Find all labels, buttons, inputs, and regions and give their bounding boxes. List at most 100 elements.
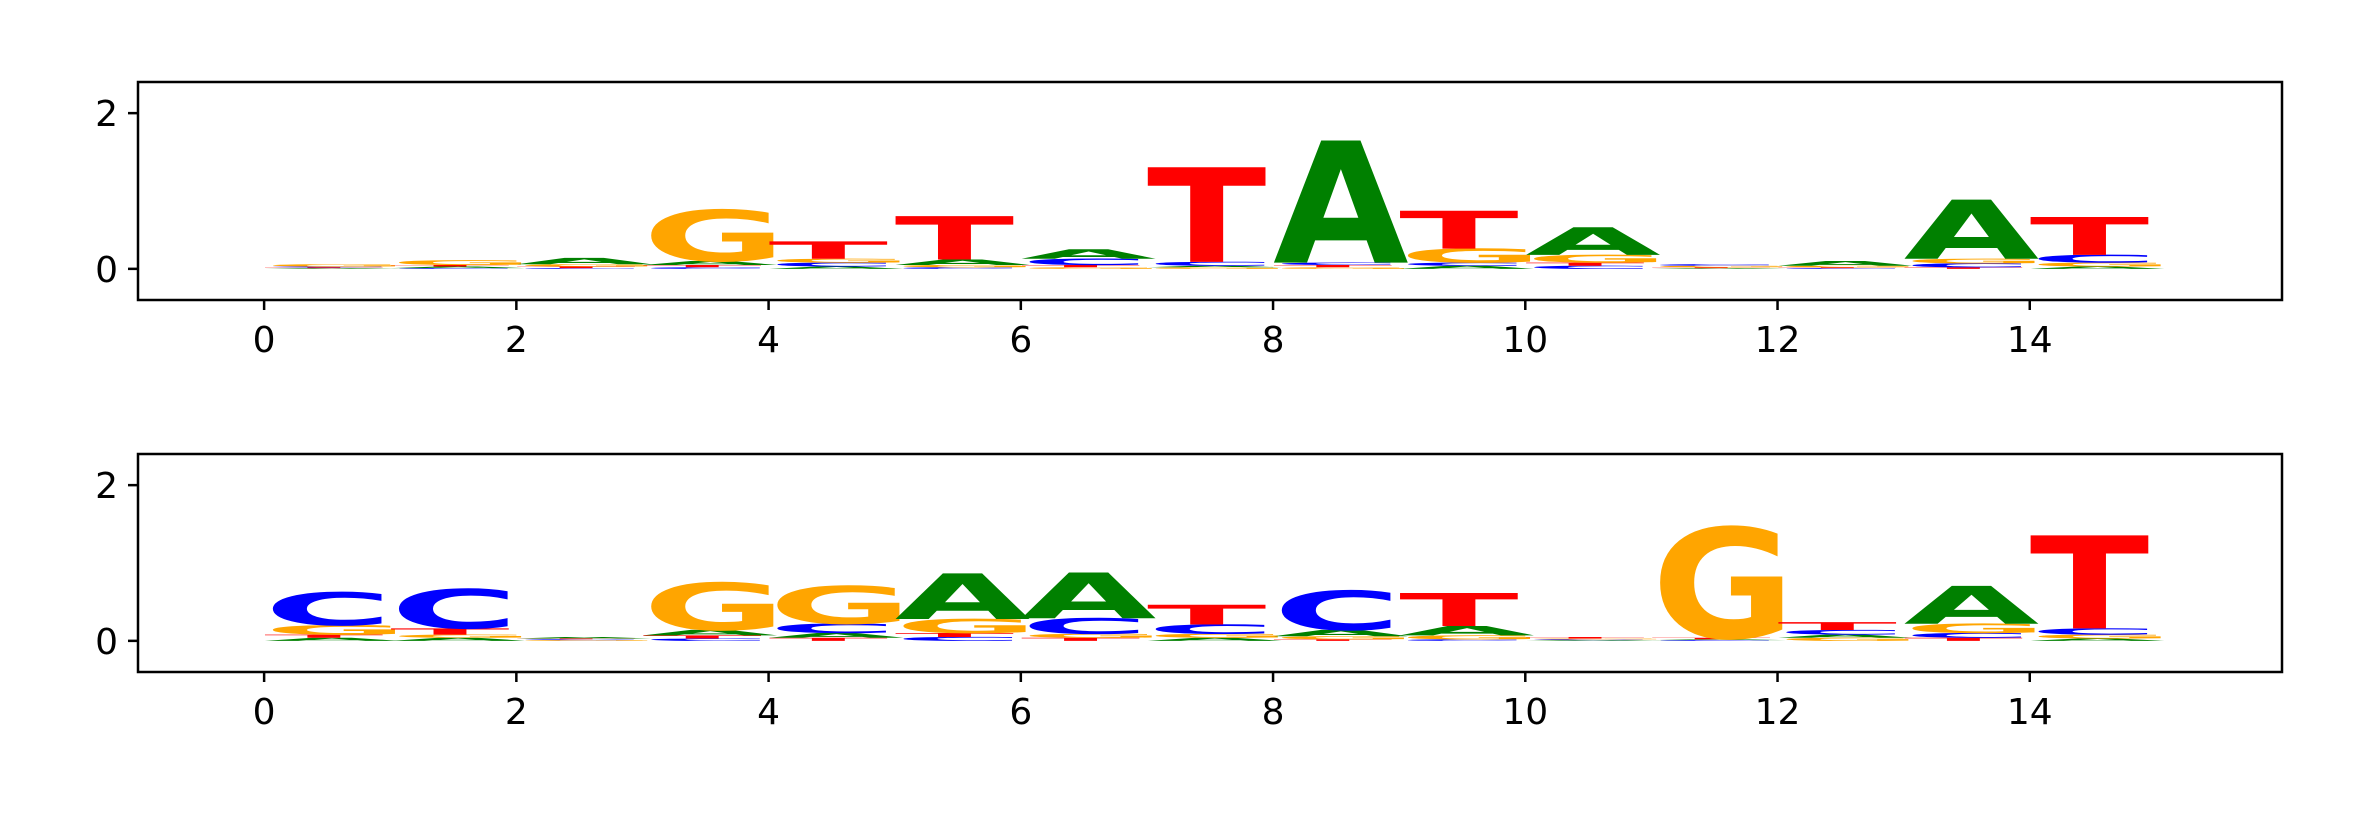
- logo-letter-a: A: [1651, 639, 1787, 640]
- x-tick-label: 4: [757, 320, 780, 361]
- logo-letter-a: A: [895, 258, 1031, 267]
- logo-letter-a: A: [1021, 247, 1157, 262]
- logo-letter-g: G: [642, 570, 786, 646]
- logo-letter-t: T: [1525, 637, 1644, 640]
- logo-letter-a: A: [642, 260, 778, 266]
- logo-letter-a: A: [769, 266, 905, 270]
- logo-letter-t: T: [516, 638, 635, 639]
- logo-letter-c: C: [1021, 614, 1150, 639]
- logo-letter-c: C: [2030, 627, 2159, 637]
- logo-letter-c: C: [390, 578, 519, 641]
- x-tick-label: 14: [2007, 320, 2053, 361]
- logo-letter-g: G: [516, 640, 660, 641]
- logo-letter-t: T: [516, 266, 635, 269]
- logo-letter-t: T: [1399, 584, 1518, 637]
- logo-letter-g: G: [1778, 265, 1922, 268]
- logo-letter-c: C: [1021, 257, 1150, 267]
- logo-letter-g: G: [1525, 253, 1669, 266]
- x-tick-label: 0: [253, 692, 276, 733]
- logo-letter-a: A: [769, 632, 905, 640]
- logo-letter-t: T: [642, 635, 761, 640]
- logo-letter-c: C: [642, 638, 771, 642]
- logo-letter-t: T: [390, 265, 509, 268]
- logo-letter-c: C: [264, 583, 393, 636]
- logo-letter-a: A: [2030, 266, 2166, 270]
- logo-letter-a: A: [1525, 640, 1661, 641]
- logo-letter-t: T: [1399, 201, 1518, 261]
- x-tick-label: 0: [253, 320, 276, 361]
- logo-letter-c: C: [1778, 629, 1907, 637]
- logo-letter-a: A: [1904, 576, 2040, 636]
- logo-letter-a: A: [1273, 628, 1409, 638]
- logo-letter-t: T: [1021, 637, 1140, 642]
- logo-letter-c: C: [1147, 261, 1276, 267]
- logo-letter-t: T: [1651, 267, 1770, 268]
- logo-letter-g: G: [769, 576, 913, 636]
- logo-letter-t: T: [1904, 637, 2023, 642]
- logo-letter-c: C: [1525, 639, 1654, 640]
- logo-letter-g: G: [264, 264, 408, 268]
- logo-letter-g: G: [1399, 634, 1543, 640]
- logo-letter-a: A: [264, 268, 400, 269]
- logo-letter-t: T: [2030, 511, 2149, 659]
- logo-letter-g: G: [1651, 265, 1795, 268]
- logo-letter-g: G: [642, 196, 786, 278]
- logo-letter-c: C: [2030, 253, 2159, 266]
- logo-letter-c: C: [1904, 632, 2033, 640]
- logo-letter-g: G: [1021, 267, 1165, 270]
- logo-letter-t: T: [895, 204, 1014, 273]
- logo-letter-a: A: [895, 561, 1031, 634]
- y-tick-label: 0: [95, 622, 118, 663]
- logo-letter-t: T: [1021, 264, 1140, 268]
- logo-letter-t: T: [642, 264, 761, 268]
- x-tick-label: 10: [1502, 692, 1548, 733]
- logo-letter-a: A: [390, 266, 526, 269]
- logo-letter-c: C: [516, 268, 645, 269]
- y-tick-label: 0: [95, 250, 118, 291]
- x-tick-label: 12: [1755, 320, 1801, 361]
- logo-letters: ATGCAGTCGCTACTAGTACGCTGATGCAAGCTTGACCGAT…: [264, 497, 2173, 674]
- logo-letter-g: G: [1021, 633, 1165, 639]
- logo-letter-c: C: [1399, 639, 1528, 642]
- logo-letter-c: C: [1904, 262, 2033, 268]
- logo-letter-t: T: [390, 627, 509, 637]
- logo-letter-a: A: [2030, 638, 2166, 642]
- logo-letter-t: T: [1147, 142, 1266, 293]
- logo-letter-t: T: [769, 637, 888, 642]
- logo-letter-t: T: [1778, 267, 1897, 268]
- logo-letter-g: G: [2030, 262, 2174, 268]
- logo-letter-a: A: [1778, 634, 1914, 639]
- logo-letter-c: C: [390, 268, 519, 269]
- logo-letter-g: G: [390, 634, 534, 639]
- logo-letter-c: C: [769, 621, 898, 636]
- logo-letter-g: G: [1273, 635, 1417, 640]
- logo-letter-t: T: [1651, 637, 1770, 640]
- logo-letter-g: G: [1399, 245, 1543, 268]
- axes-frame: [136, 452, 2284, 674]
- logo-letter-g: G: [390, 259, 534, 267]
- logo-letter-t: T: [769, 237, 888, 265]
- logo-letter-t: T: [1525, 262, 1644, 267]
- logo-letter-a: A: [1525, 220, 1661, 264]
- logo-letter-t: T: [895, 632, 1014, 638]
- x-tick-label: 8: [1262, 320, 1285, 361]
- logo-letter-c: C: [516, 639, 645, 640]
- logo-letter-g: G: [1147, 633, 1291, 639]
- x-tick-label: 2: [505, 692, 528, 733]
- logo-letter-c: C: [1273, 580, 1402, 643]
- logo-letter-a: A: [1147, 637, 1283, 642]
- x-tick-label: 8: [1262, 692, 1285, 733]
- logo-letter-t: T: [1273, 264, 1392, 268]
- logo-letter-a: A: [642, 628, 778, 637]
- logo-letter-t: T: [264, 267, 383, 268]
- logo-letter-a: A: [1778, 260, 1914, 268]
- x-tick-label: 4: [757, 692, 780, 733]
- logo-letter-g: G: [1651, 497, 1795, 674]
- logo-letter-a: A: [1273, 108, 1409, 303]
- x-tick-label: 6: [1009, 692, 1032, 733]
- y-tick-label: 2: [95, 94, 118, 135]
- logo-letter-g: G: [1525, 638, 1669, 639]
